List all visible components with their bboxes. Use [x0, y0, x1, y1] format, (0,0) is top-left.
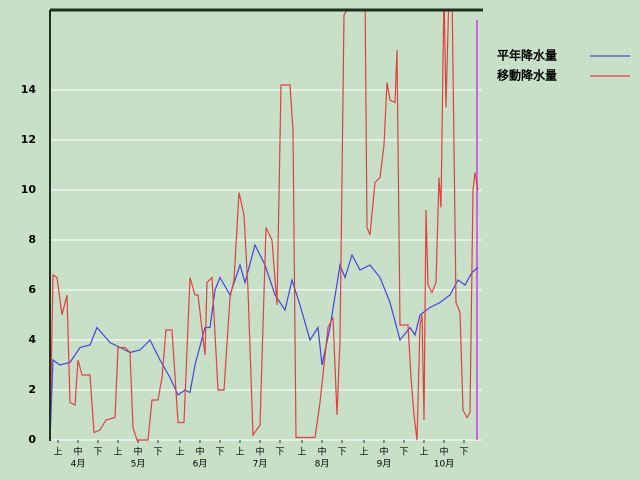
- labels: 02468101214上中下上中下上中下上中下上中下上中下上中下4月 5月 6月 7月…: [21, 48, 630, 470]
- x-tick-label: 上: [297, 447, 306, 458]
- plot-area: [50, 10, 479, 441]
- y-tick-label: 10: [21, 183, 37, 196]
- month-label: 8月: [315, 459, 330, 470]
- y-tick-label: 8: [28, 233, 36, 246]
- x-tick-label: 下: [93, 448, 102, 458]
- x-tick-label: 下: [459, 448, 468, 458]
- month-label: 4月: [71, 459, 86, 470]
- x-tick-label: 下: [337, 448, 346, 458]
- x-tick-label: 下: [275, 448, 284, 458]
- legend-label: 平年降水量: [497, 48, 557, 63]
- month-label: 7月: [253, 459, 268, 470]
- y-tick-label: 12: [21, 133, 36, 146]
- month-label: 9月: [377, 459, 392, 470]
- legend-label: 移動降水量: [497, 68, 557, 83]
- x-tick-label: 上: [175, 447, 184, 458]
- grid: [50, 89, 482, 441]
- month-label: 5月: [131, 459, 146, 470]
- series-line: [50, 10, 479, 441]
- x-tick-label: 中: [317, 446, 326, 458]
- y-tick-label: 2: [28, 383, 36, 396]
- x-tick-label: 上: [235, 447, 244, 458]
- y-tick-label: 6: [28, 283, 36, 296]
- x-tick-label: 中: [439, 446, 448, 458]
- month-label: 10月: [434, 459, 454, 470]
- x-tick-label: 中: [73, 446, 82, 458]
- x-tick-label: 下: [399, 448, 408, 458]
- x-tick-label: 中: [255, 446, 264, 458]
- y-tick-label: 0: [28, 433, 36, 446]
- x-tick-label: 下: [153, 448, 162, 458]
- x-tick-label: 中: [195, 446, 204, 458]
- x-tick-label: 中: [133, 446, 142, 458]
- y-tick-label: 14: [21, 83, 37, 96]
- x-tick-label: 中: [379, 446, 388, 458]
- x-tick-label: 上: [53, 447, 62, 458]
- x-tick-label: 上: [419, 447, 428, 458]
- x-tick-label: 上: [113, 447, 122, 458]
- x-tick-label: 下: [215, 448, 224, 458]
- x-tick-label: 上: [359, 447, 368, 458]
- y-tick-label: 4: [28, 333, 36, 346]
- month-label: 6月: [193, 459, 208, 470]
